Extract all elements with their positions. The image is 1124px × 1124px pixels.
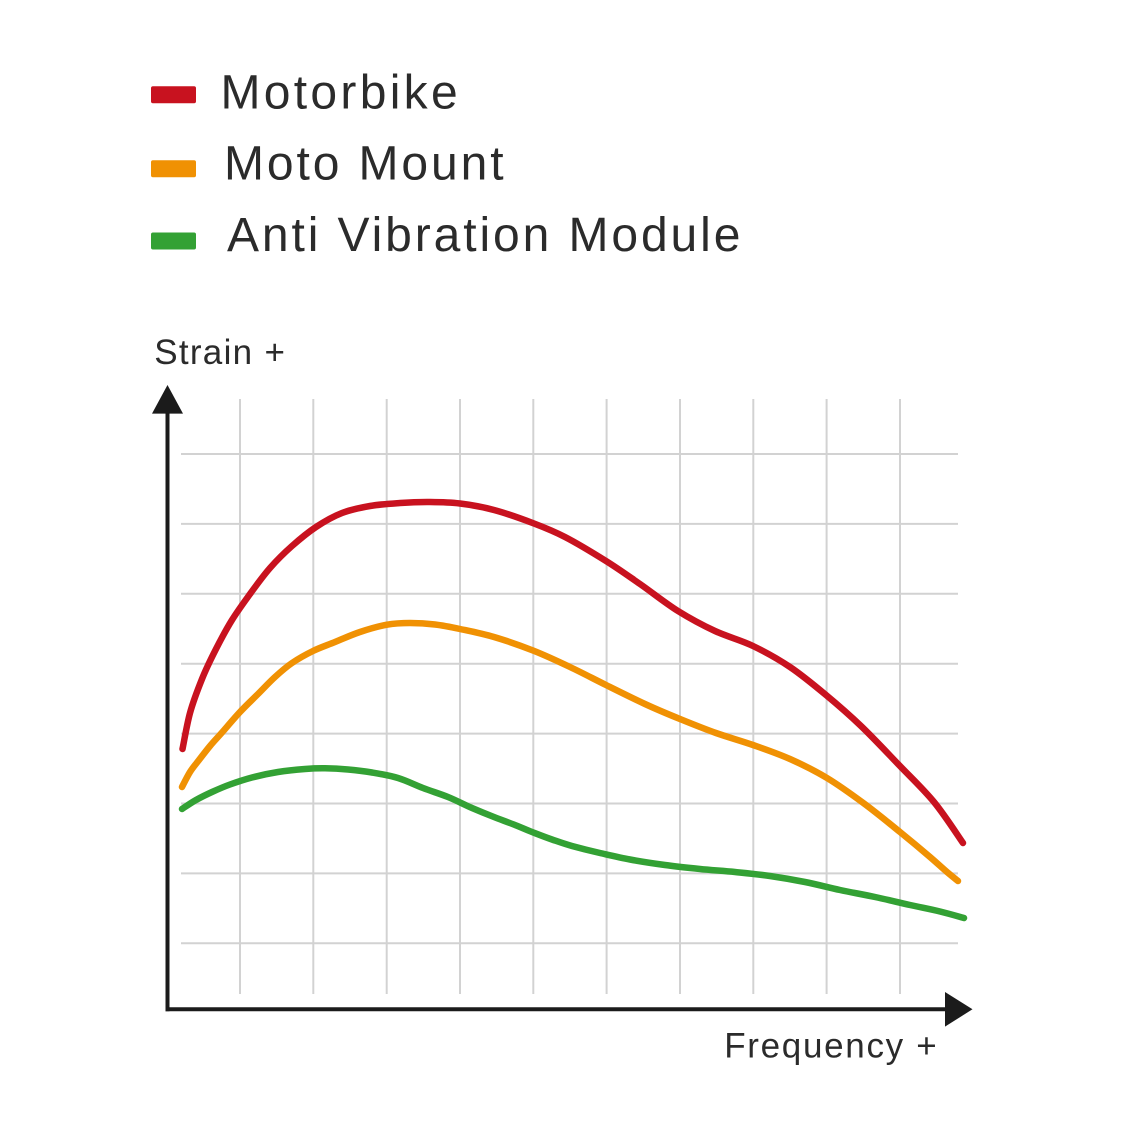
svg-text:Moto Mount: Moto Mount xyxy=(224,138,506,191)
svg-text:Anti Vibration Module: Anti Vibration Module xyxy=(227,209,743,262)
svg-text:Motorbike: Motorbike xyxy=(221,67,461,120)
svg-text:Strain +: Strain + xyxy=(154,333,286,372)
svg-text:Frequency +: Frequency + xyxy=(724,1027,938,1066)
